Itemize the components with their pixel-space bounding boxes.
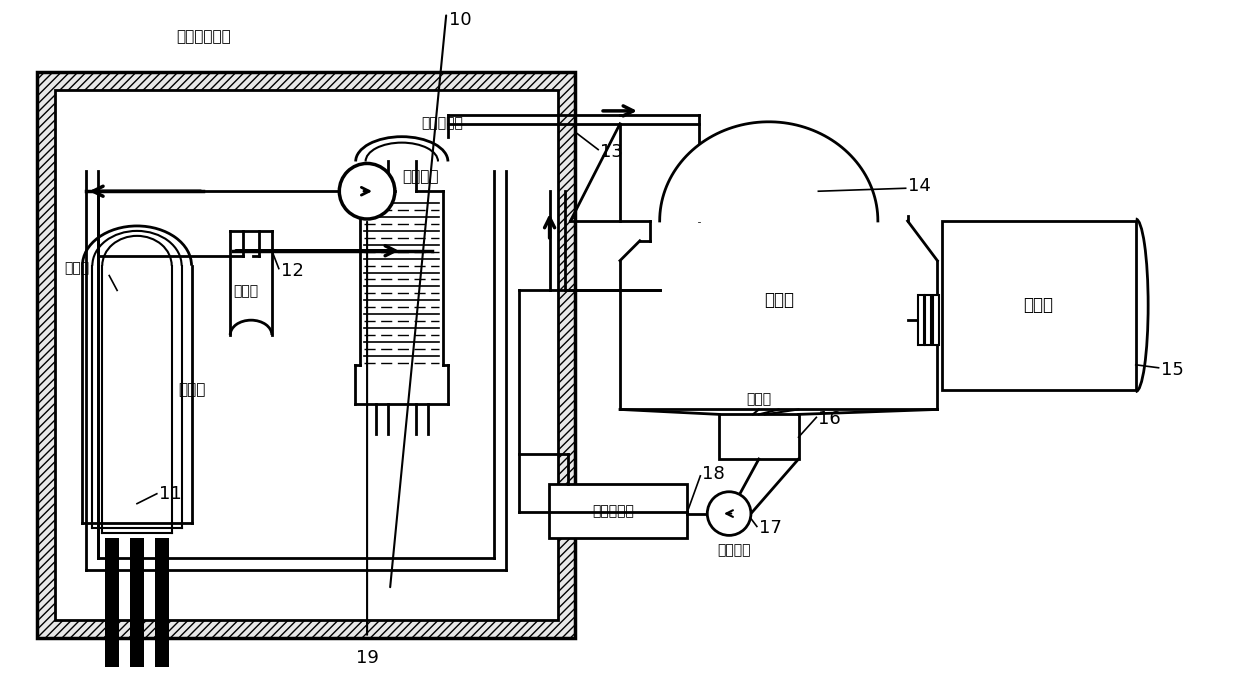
Bar (155, 539, 169, 667)
Bar (105, 539, 119, 667)
Bar (942, 221, 1136, 390)
Text: 17: 17 (759, 520, 781, 537)
Text: 给水加热器: 给水加热器 (593, 505, 634, 519)
Text: 混凝土防护壳: 混凝土防护壳 (176, 29, 231, 44)
Bar (719, 414, 799, 459)
Bar (37, 72, 575, 638)
Circle shape (707, 492, 751, 535)
Circle shape (340, 163, 394, 219)
Text: 控制棒: 控制棒 (64, 262, 89, 275)
Text: 10: 10 (449, 11, 472, 29)
Text: 主循环泵: 主循环泵 (402, 169, 438, 184)
Text: 18: 18 (702, 465, 725, 483)
Bar (925, 295, 931, 345)
Text: 发电机: 发电机 (1023, 296, 1054, 314)
Text: 19: 19 (356, 649, 378, 668)
Text: 反应堆: 反应堆 (179, 382, 206, 397)
Bar (918, 295, 924, 345)
Text: 14: 14 (908, 177, 930, 195)
Text: 凝汽器: 凝汽器 (746, 392, 771, 407)
Text: 汽轮机: 汽轮机 (764, 291, 794, 309)
Bar (130, 539, 144, 667)
Text: 蒸汽发生器: 蒸汽发生器 (422, 116, 464, 130)
Text: 13: 13 (600, 143, 622, 160)
Bar (934, 295, 940, 345)
Text: 16: 16 (818, 410, 841, 428)
Bar (37, 72, 575, 638)
Text: 稳压器: 稳压器 (233, 284, 259, 299)
Text: 12: 12 (280, 262, 304, 279)
Text: 15: 15 (1161, 361, 1183, 379)
Bar (548, 483, 687, 539)
Text: 11: 11 (159, 485, 181, 503)
PathPatch shape (620, 221, 937, 409)
Bar (55, 90, 558, 619)
Text: 凝结水泵: 凝结水泵 (717, 543, 750, 558)
